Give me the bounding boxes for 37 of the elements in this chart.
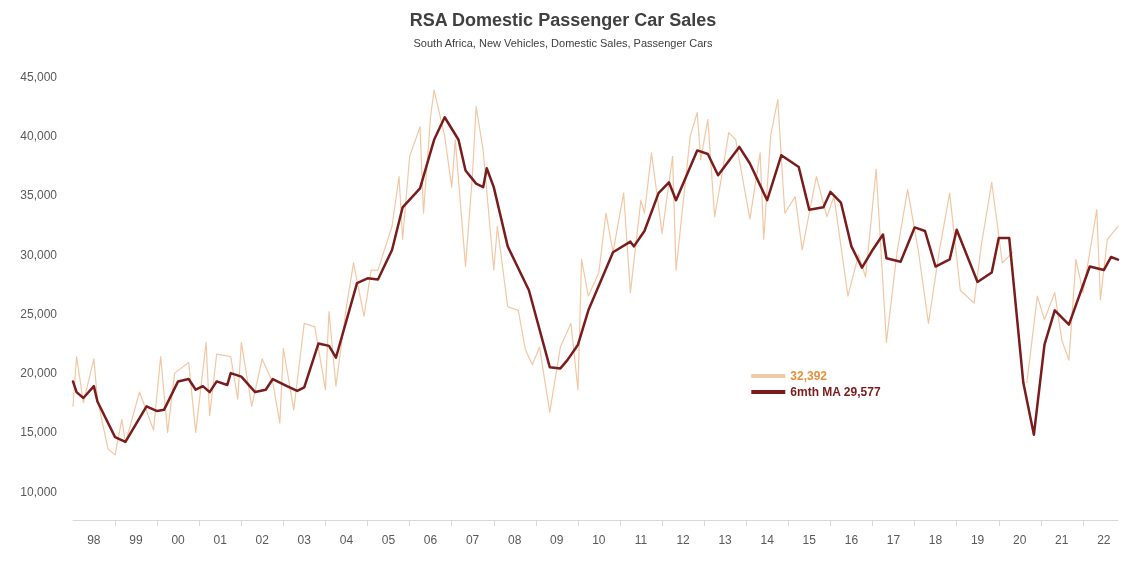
x-tick-label: 17 [886,533,901,547]
x-tick-label: 20 [1013,533,1027,547]
x-tick-label: 98 [87,533,101,547]
x-tick-label: 18 [928,533,943,547]
x-tick-label: 21 [1055,533,1069,547]
x-tick-label: 06 [423,533,438,547]
y-tick-label: 25,000 [20,306,58,321]
x-tick-label: 09 [550,533,564,547]
y-tick-label: 40,000 [20,129,58,144]
y-tick-label: 30,000 [20,247,58,262]
x-tick-label: 13 [718,533,733,547]
x-tick-label: 05 [381,533,396,547]
x-tick-label: 04 [339,533,354,547]
x-tick-label: 22 [1097,533,1111,547]
x-tick-label: 03 [297,533,312,547]
legend-label: 6mth MA 29,577 [790,385,881,399]
x-tick-label: 12 [676,533,691,547]
x-tick-label: 07 [465,533,480,547]
legend-label: 32,392 [790,369,828,383]
y-tick-label: 45,000 [20,70,58,84]
x-tick-label: 11 [634,533,648,547]
y-tick-label: 35,000 [20,188,58,203]
y-tick-label: 20,000 [20,366,58,381]
x-tick-label: 19 [970,533,985,547]
x-tick-label: 15 [802,533,817,547]
x-tick-label: 16 [844,533,859,547]
x-tick-label: 01 [213,533,228,547]
y-tick-label: 15,000 [20,425,58,440]
x-tick-label: 14 [760,533,775,547]
x-tick-label: 99 [129,533,143,547]
chart-title: RSA Domestic Passenger Car Sales [409,10,717,30]
chart-subtitle: South Africa, New Vehicles, Domestic Sales, Passenger Cars [413,36,713,49]
x-tick-label: 02 [255,533,270,547]
x-tick-label: 08 [508,533,522,547]
x-tick-label: 00 [171,533,186,547]
x-tick-label: 10 [592,533,606,547]
y-tick-label: 10,000 [20,484,58,499]
